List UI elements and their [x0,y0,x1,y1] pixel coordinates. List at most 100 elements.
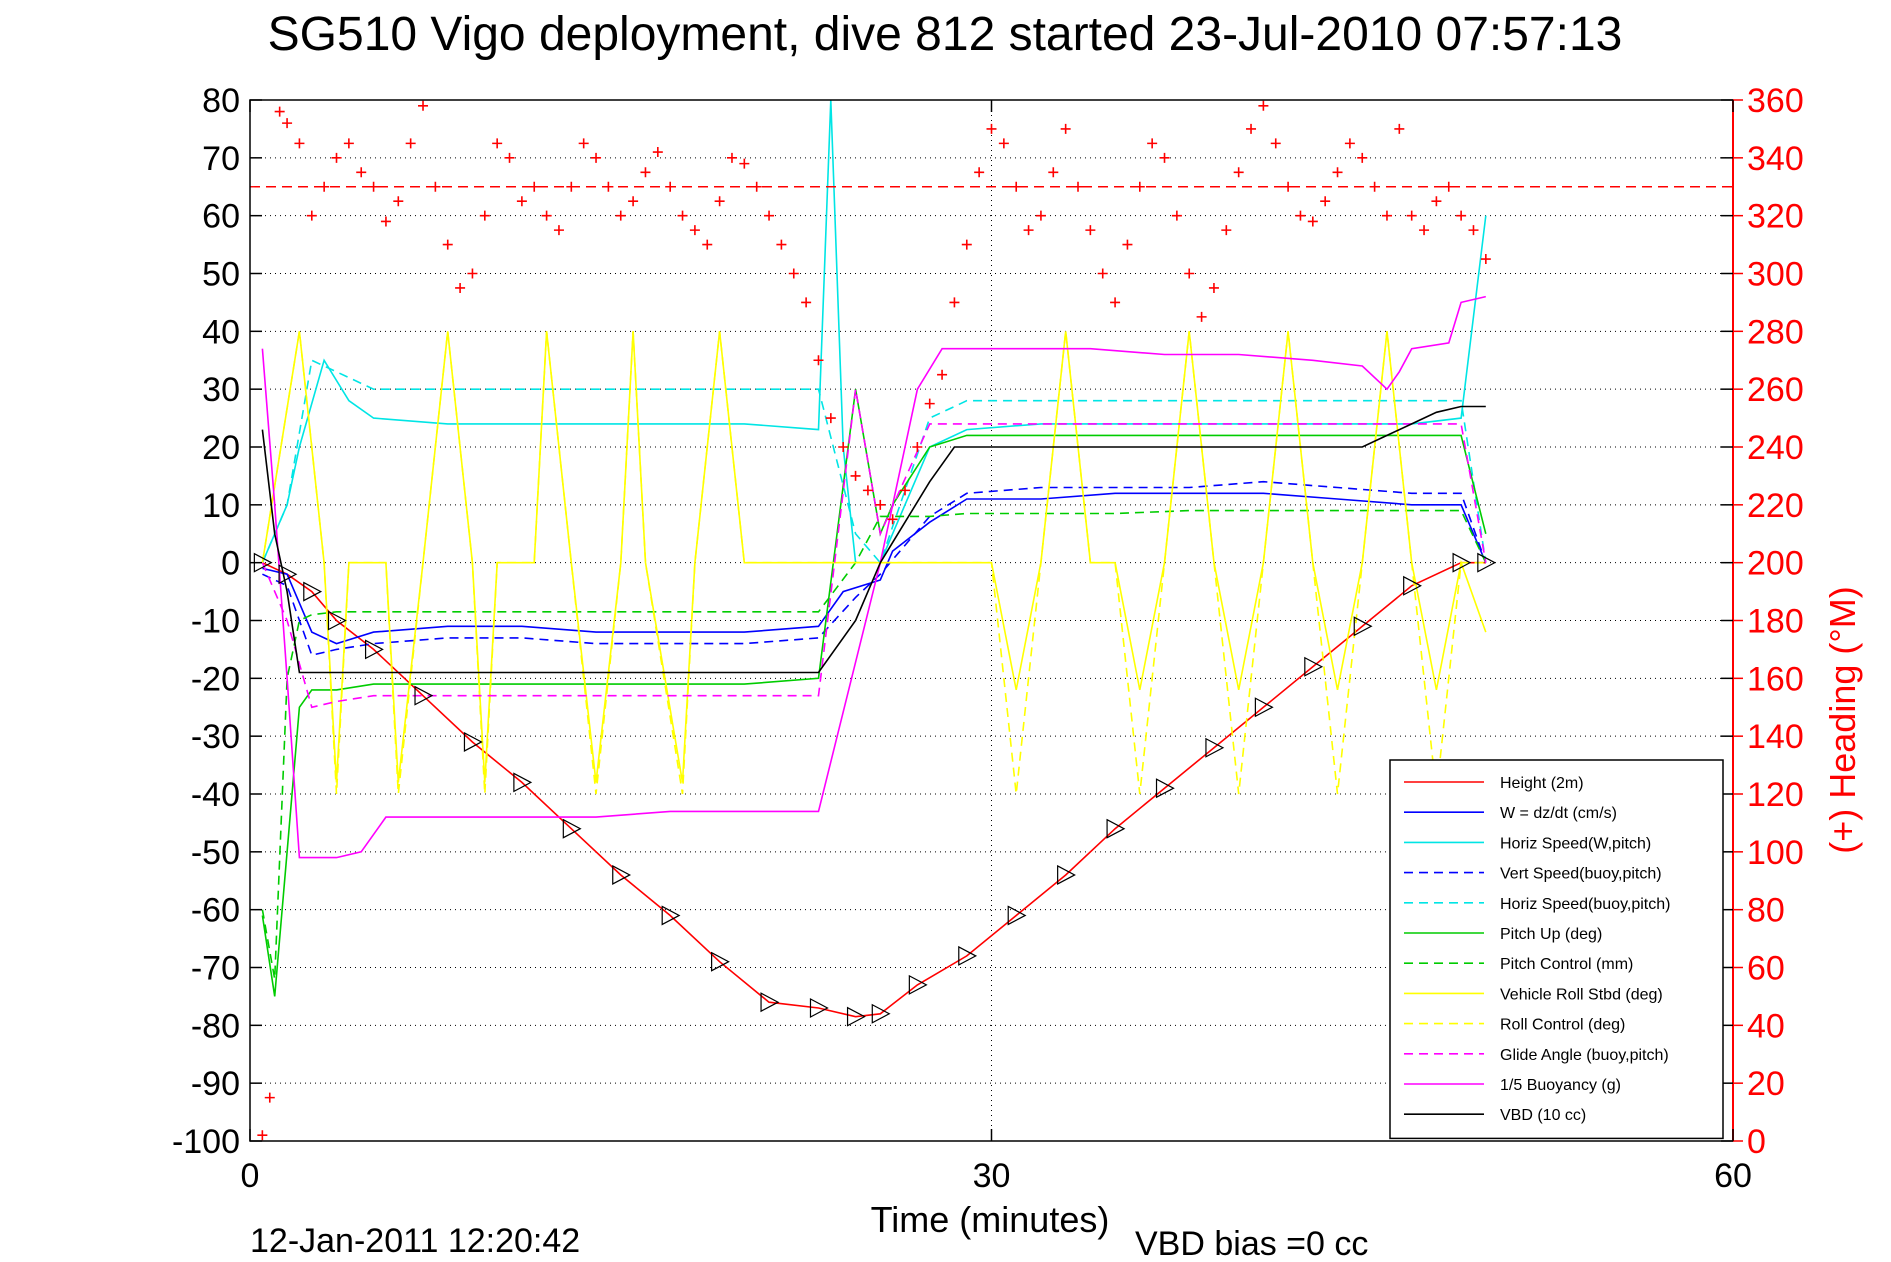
heading-point-64 [1035,210,1046,221]
heading-point-28 [591,152,602,163]
heading-point-33 [652,147,663,158]
legend-label-3: Vert Speed(buoy,pitch) [1500,866,1662,883]
heading-point-100 [1480,254,1491,265]
heading-point-22 [516,196,527,207]
heading-point-15 [430,181,441,192]
legend-label-11: VBD (10 cc) [1500,1107,1586,1124]
heading-point-37 [702,239,713,250]
heading-point-97 [1443,181,1454,192]
heading-point-17 [455,282,466,293]
heading-point-94 [1406,210,1417,221]
heading-point-11 [380,216,391,227]
height-marker-18 [1007,905,1027,926]
heading-point-25 [553,225,564,236]
height-marker-6 [463,731,483,752]
height-marker-16 [908,974,928,995]
series-line-8 [261,331,1486,795]
heading-point-6 [319,181,330,192]
heading-point-84 [1283,181,1294,192]
right-tick-label-5: 260 [1747,371,1804,409]
heading-point-34 [665,181,676,192]
heading-point-89 [1344,138,1355,149]
y-tick-label-3: 50 [202,256,240,294]
heading-point-24 [541,210,552,221]
right-tick-label-18: 0 [1747,1123,1766,1161]
heading-point-16 [442,239,453,250]
heading-point-96 [1431,196,1442,207]
height-marker-3 [327,610,347,631]
y-tick-label-13: -50 [191,834,240,872]
heading-point-88 [1332,167,1343,178]
heading-point-71 [1122,239,1133,250]
y-tick-label-10: -20 [191,660,240,698]
chart-title: SG510 Vigo deployment, dive 812 started … [268,8,1623,61]
footer-vbd-bias: VBD bias =0 cc [1135,1225,1368,1262]
heading-point-38 [714,196,725,207]
heading-point-65 [1048,167,1059,178]
heading-point-53 [899,485,910,496]
right-tick-label-2: 320 [1747,198,1804,236]
heading-point-86 [1307,216,1318,227]
right-tick-label-10: 160 [1747,660,1804,698]
legend-label-5: Pitch Up (deg) [1500,926,1602,943]
heading-point-91 [1369,181,1380,192]
y-tick-label-1: 70 [202,140,240,178]
heading-point-81 [1246,123,1257,134]
series-line-10 [261,295,1486,859]
height-marker-19 [1057,864,1076,885]
heading-point-57 [949,297,960,308]
heading-point-98 [1456,210,1467,221]
y-tick-label-8: 0 [221,545,240,583]
right-tick-label-11: 140 [1747,718,1804,756]
heading-point-30 [615,210,626,221]
heading-point-90 [1357,152,1368,163]
heading-point-59 [974,167,985,178]
heading-point-48 [838,442,849,452]
right-tick-label-0: 360 [1747,82,1804,120]
heading-point-92 [1381,210,1392,221]
height-marker-14 [846,1006,866,1027]
heading-point-63 [1023,225,1034,236]
heading-point-47 [825,413,836,424]
y-tick-label-12: -40 [191,776,240,814]
heading-point-41 [751,181,762,192]
right-tick-label-14: 80 [1747,892,1785,930]
height-marker-23 [1254,697,1274,718]
height-marker-13 [809,997,829,1018]
series-line-6 [261,509,1487,980]
x-tick-label-0: 0 [241,1157,260,1195]
heading-point-43 [776,239,787,250]
heading-point-70 [1110,297,1121,308]
heading-point-10 [368,181,379,192]
heading-point-61 [998,138,1009,149]
height-marker-17 [958,945,978,966]
heading-point-40 [739,158,750,169]
heading-point-79 [1221,225,1232,236]
heading-point-72 [1134,181,1145,192]
height-marker-22 [1205,737,1225,758]
height-markers [253,552,1497,1027]
heading-point-68 [1085,225,1096,236]
footer-date: 12-Jan-2011 12:20:42 [250,1222,580,1260]
right-tick-label-16: 40 [1747,1007,1785,1045]
heading-point-54 [912,442,923,452]
height-marker-2 [303,581,323,602]
heading-point-78 [1208,282,1219,293]
height-marker-12 [760,992,780,1013]
heading-point-18 [467,268,478,279]
heading-point-83 [1270,138,1281,149]
heading-point-20 [492,138,503,149]
height-marker-10 [661,905,681,926]
series-line-5 [261,389,1487,997]
y-tick-label-18: -100 [172,1123,240,1161]
heading-point-51 [875,499,886,510]
x-tick-label-2: 60 [1714,1157,1752,1195]
height-marker-1 [278,564,298,585]
right-tick-label-1: 340 [1747,140,1804,178]
right-tick-label-9: 180 [1747,603,1804,641]
heading-point-5 [306,210,317,221]
heading-point-35 [677,210,688,221]
height-marker-8 [562,818,582,839]
heading-point-87 [1320,196,1331,207]
right-tick-label-4: 280 [1747,313,1804,351]
